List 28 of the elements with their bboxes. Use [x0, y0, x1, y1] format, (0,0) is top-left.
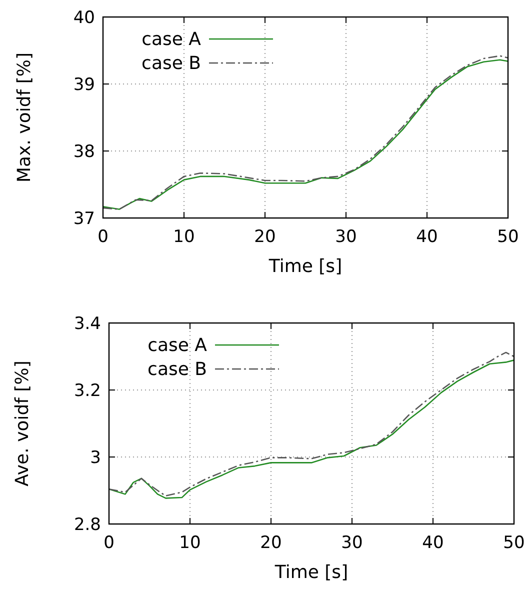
- x-tick-label: 20: [254, 227, 276, 247]
- y-tick-label: 3.4: [74, 314, 101, 334]
- y-tick-label: 3: [90, 448, 101, 468]
- y-tick-label: 37: [73, 209, 95, 229]
- x-tick-label: 40: [416, 227, 438, 247]
- legend-label: case B: [148, 359, 207, 380]
- y-axis-title: Ave. voidf [%]: [12, 360, 33, 486]
- x-axis-title: Time [s]: [274, 562, 348, 583]
- y-tick-label: 2.8: [74, 515, 101, 535]
- x-tick-label: 0: [104, 533, 114, 553]
- legend-label: case A: [142, 29, 202, 50]
- x-tick-label: 30: [341, 533, 363, 553]
- y-tick-label: 38: [73, 142, 95, 162]
- x-tick-label: 40: [422, 533, 444, 553]
- x-axis-title: Time [s]: [268, 256, 342, 277]
- legend-label: case B: [142, 53, 201, 74]
- y-tick-label: 3.2: [74, 381, 101, 401]
- y-tick-label: 39: [73, 75, 95, 95]
- x-tick-label: 10: [173, 227, 195, 247]
- y-axis-title: Max. voidf [%]: [14, 52, 35, 182]
- x-tick-label: 20: [260, 533, 282, 553]
- y-tick-label: 40: [73, 8, 95, 28]
- legend-label: case A: [148, 335, 208, 356]
- x-tick-label: 10: [179, 533, 201, 553]
- x-tick-label: 50: [497, 227, 519, 247]
- x-tick-label: 50: [503, 533, 525, 553]
- x-tick-label: 30: [335, 227, 357, 247]
- x-tick-label: 0: [98, 227, 108, 247]
